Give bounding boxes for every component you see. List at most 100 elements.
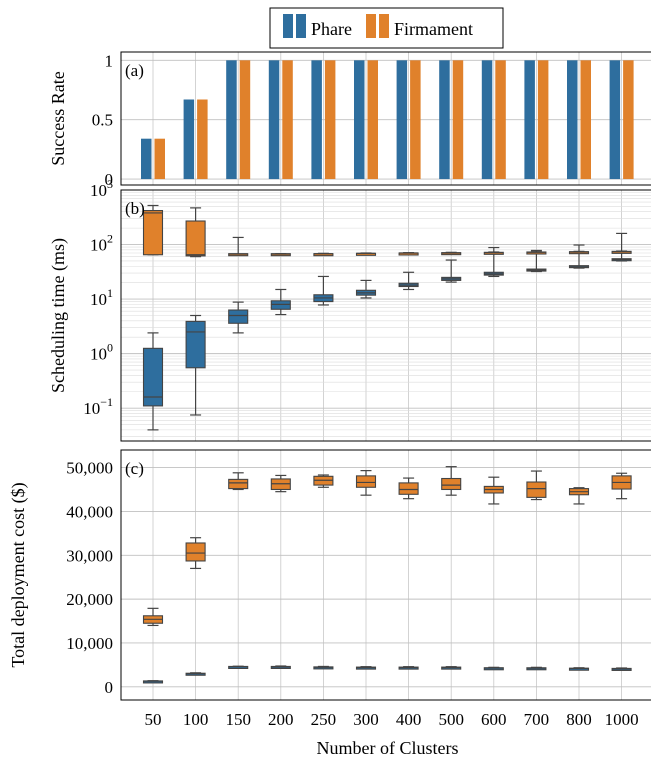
bar-firmament-100	[197, 99, 208, 180]
bar-firmament-400	[410, 60, 421, 180]
box-body	[185, 220, 206, 257]
box-firmament-50	[142, 607, 164, 627]
legend-label: Firmament	[394, 19, 473, 39]
box-firmament-100	[185, 207, 206, 258]
bar-firmament-700	[537, 60, 549, 180]
box-firmament-100	[185, 537, 206, 570]
legend-swatch	[283, 14, 293, 38]
y-tick-label: 30,000	[66, 546, 113, 565]
box-body	[441, 477, 462, 491]
box-phare-600	[483, 246, 504, 278]
box-body	[142, 347, 164, 407]
box-phare-150	[228, 301, 249, 334]
box-firmament-500	[441, 466, 462, 496]
x-tick-label: 100	[183, 710, 209, 729]
box-phare-150	[228, 665, 249, 669]
x-tick-label: 300	[353, 710, 379, 729]
box-phare-50	[142, 680, 164, 684]
bar-phare-100	[183, 99, 195, 180]
box-firmament-400	[398, 252, 419, 256]
bar-firmament-200	[282, 60, 293, 180]
y-tick-label: 40,000	[66, 502, 113, 521]
y-tick-label: 20,000	[66, 590, 113, 609]
box-phare-400	[398, 271, 419, 291]
bar-firmament-300	[367, 60, 378, 180]
panel-b: 10−1 100 101 102 103 (b) Scheduling time (ms)	[48, 177, 651, 442]
plot-frame	[120, 51, 651, 186]
y-tick-label: 101	[90, 286, 113, 309]
bar-phare-300	[354, 60, 365, 180]
box-firmament-400	[398, 477, 419, 500]
box-phare-50	[142, 332, 164, 431]
bar-firmament-600	[495, 60, 506, 180]
x-tick-label: 500	[438, 710, 464, 729]
box-body	[185, 542, 206, 562]
x-tick-label: 700	[524, 710, 550, 729]
box-firmament-150	[228, 236, 249, 257]
x-tick-label: 50	[145, 710, 162, 729]
legend-item-firmament: Firmament	[366, 14, 473, 39]
x-tick-label: 600	[481, 710, 507, 729]
bar-phare-400	[396, 60, 408, 180]
bar-firmament-150	[239, 60, 251, 180]
box-firmament-800	[568, 487, 590, 505]
box-body	[228, 478, 249, 490]
x-tick-label: 150	[225, 710, 251, 729]
legend-swatch	[366, 14, 376, 38]
bar-phare-150	[226, 60, 237, 180]
x-tick-label: 200	[268, 710, 294, 729]
box-firmament-500	[441, 251, 462, 256]
y-tick-label: 10−1	[83, 395, 113, 418]
box-phare-100	[185, 672, 206, 676]
y-tick-label: 100	[90, 341, 113, 364]
box-firmament-600	[483, 251, 504, 255]
panel-c: 0 10,000 20,000 30,000 40,000 50,000 (c) Total …	[8, 449, 651, 701]
box-phare-600	[483, 666, 504, 671]
box-phare-400	[398, 666, 419, 670]
box-firmament-250	[313, 474, 334, 488]
y-tick-label: 1	[105, 51, 114, 70]
y-axis-label: Total deployment cost ($)	[8, 482, 29, 667]
y-tick-label: 0	[105, 170, 114, 189]
box-phare-1000	[611, 232, 632, 262]
box-body	[228, 309, 249, 324]
box-phare-800	[568, 667, 590, 671]
box-phare-500	[441, 666, 462, 670]
box-phare-300	[355, 279, 377, 299]
legend-swatch	[296, 14, 306, 38]
bar-phare-600	[481, 60, 493, 180]
bar-phare-200	[268, 60, 280, 180]
bar-phare-800	[567, 60, 578, 180]
box-phare-1000	[611, 667, 632, 671]
box-phare-500	[441, 259, 462, 283]
box-firmament-800	[568, 250, 590, 255]
panel-tag: (c)	[125, 459, 144, 478]
box-phare-800	[568, 244, 590, 269]
y-tick-label: 103	[90, 177, 113, 200]
plot-frame	[120, 449, 651, 701]
x-tick-label: 250	[311, 710, 337, 729]
bar-firmament-800	[580, 60, 591, 180]
y-tick-label: 10,000	[66, 634, 113, 653]
box-body	[142, 209, 164, 256]
box-body	[185, 320, 206, 369]
box-firmament-200	[270, 474, 291, 493]
bar-firmament-50	[154, 138, 165, 180]
bar-phare-700	[524, 60, 535, 180]
y-axis-label: Success Rate	[48, 71, 68, 165]
box-firmament-700	[526, 470, 547, 501]
bar-firmament-1000	[623, 60, 634, 180]
box-body	[526, 481, 547, 498]
legend-label: Phare	[311, 19, 352, 39]
x-axis-label: Number of Clusters	[317, 738, 459, 758]
y-axis-label: Scheduling time (ms)	[48, 238, 69, 393]
bar-phare-1000	[609, 60, 621, 180]
box-body	[270, 300, 291, 310]
box-firmament-150	[228, 472, 249, 491]
box-firmament-300	[355, 252, 377, 256]
box-phare-300	[355, 666, 377, 670]
box-phare-100	[185, 314, 206, 416]
box-body	[355, 475, 377, 488]
bar-phare-250	[311, 60, 322, 180]
